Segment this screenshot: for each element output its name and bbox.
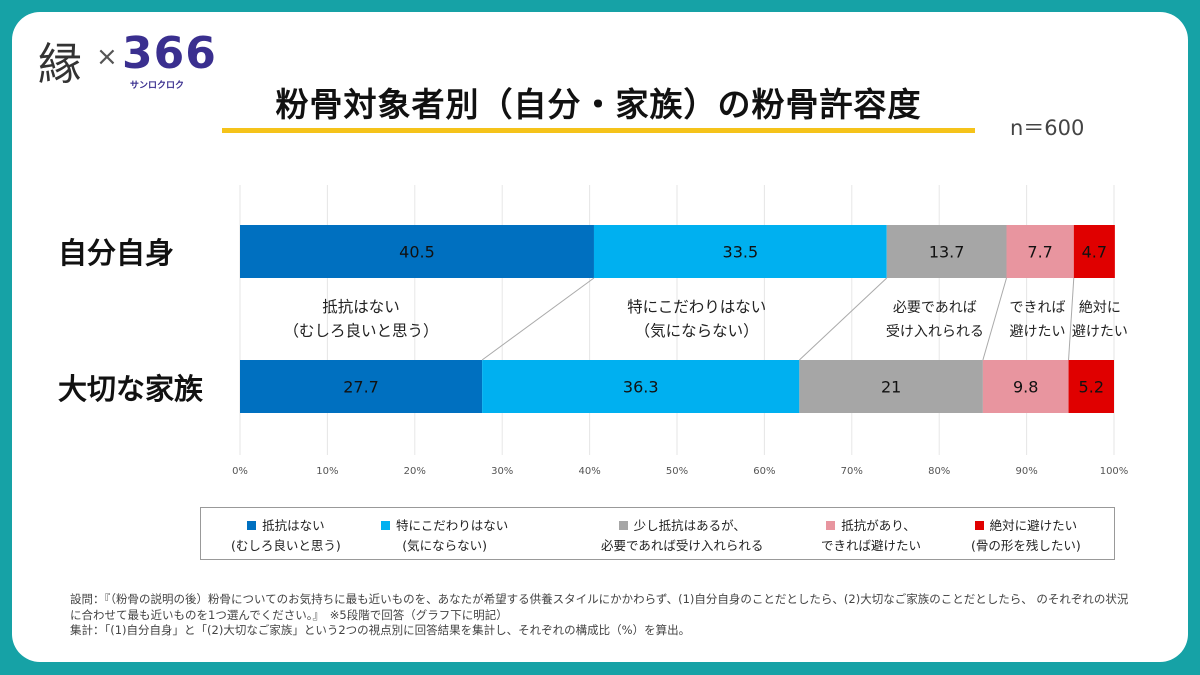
slide-card [12, 12, 1188, 662]
x-tick-label: 80% [928, 466, 950, 477]
bar-segment [240, 225, 594, 278]
legend-label: 絶対に避けたい [971, 516, 1081, 536]
segment-category-label: 受け入れられる [886, 324, 984, 340]
logo: 縁 × 366 サンロクロク [38, 28, 218, 92]
row-label-self: 自分自身 [58, 236, 175, 270]
data-label: 13.7 [929, 243, 965, 262]
bar-segment [1068, 360, 1114, 413]
legend-item: 抵抗はない (むしろ良いと思う) [231, 516, 341, 556]
legend-item: 絶対に避けたい (骨の形を残したい) [971, 516, 1081, 556]
legend-swatch [826, 521, 836, 530]
connector-line [1068, 277, 1075, 361]
logo-kanji: 縁 [38, 39, 82, 90]
bar-segment [1006, 225, 1074, 278]
legend-label: 特にこだわりはない [381, 516, 508, 536]
data-label: 7.7 [1027, 243, 1052, 262]
bar-segment [593, 225, 887, 278]
segment-category-label: （むしろ良いと思う） [284, 322, 439, 340]
legend-sublabel: (骨の形を残したい) [971, 538, 1081, 553]
legend-label: 抵抗があり、 [821, 516, 921, 536]
footnote-line-1: 設問：『（粉骨の説明の後）粉骨についてのお気持ちに最も近いものを、あなたが希望す… [70, 592, 1129, 606]
segment-category-label: 特にこだわりはない [627, 298, 766, 316]
legend-item: 少し抵抗はあるが、必要であれば受け入れられる [601, 516, 763, 556]
segment-category-label: （気にならない） [635, 322, 759, 340]
bar-segment [886, 225, 1007, 278]
segment-category-label: 必要であれば [893, 300, 977, 316]
x-tick-label: 40% [578, 466, 600, 477]
legend-sublabel: できれば避けたい [821, 538, 922, 553]
data-label: 5.2 [1079, 378, 1104, 397]
segment-category-label: 絶対に [1079, 300, 1121, 316]
data-label: 9.8 [1013, 378, 1038, 397]
legend-sublabel: 必要であれば受け入れられる [601, 538, 764, 553]
data-label: 33.5 [723, 243, 759, 262]
title-underline [222, 128, 975, 133]
logo-number: 366 [122, 28, 217, 79]
segment-category-label: 抵抗はない [322, 298, 400, 316]
legend: 抵抗はない (むしろ良いと思う) 特にこだわりはない (気にならない) 少し抵抗はあるが… [200, 507, 1115, 560]
x-tick-label: 10% [316, 466, 338, 477]
x-tick-label: 30% [491, 466, 513, 477]
x-tick-label: 20% [404, 466, 426, 477]
data-label: 36.3 [623, 378, 659, 397]
legend-item: 特にこだわりはない (気にならない) [381, 516, 508, 556]
bar-segment [799, 360, 983, 413]
legend-label: 少し抵抗はあるが、 [601, 516, 763, 536]
bar-segment [1073, 225, 1115, 278]
legend-swatch [618, 521, 628, 530]
x-tick-label: 70% [841, 466, 863, 477]
legend-swatch [247, 521, 257, 530]
connector-line [799, 277, 888, 361]
bar-segment [240, 360, 483, 413]
connector-line [982, 277, 1007, 361]
logo-kana: サンロクロク [130, 81, 185, 91]
legend-sublabel: (むしろ良いと思う) [231, 538, 341, 553]
data-label: 27.7 [343, 378, 379, 397]
legend-sublabel: (気にならない) [402, 538, 488, 553]
connector-line [481, 277, 595, 361]
segment-category-label: できれば [1010, 300, 1066, 316]
legend-swatch [974, 521, 984, 530]
data-label: 21 [881, 378, 901, 397]
x-tick-label: 0% [232, 466, 248, 477]
x-tick-label: 50% [666, 466, 688, 477]
data-label: 40.5 [399, 243, 435, 262]
legend-item: 抵抗があり、できれば避けたい [821, 516, 921, 556]
x-tick-label: 100% [1100, 466, 1129, 477]
logo-times: × [96, 42, 118, 72]
x-tick-label: 60% [753, 466, 775, 477]
chart-title: 粉骨対象者別（自分・家族）の粉骨許容度 [275, 85, 922, 124]
sample-size: n＝600 [1010, 116, 1085, 140]
bar-segment [482, 360, 800, 413]
x-tick-label: 90% [1015, 466, 1037, 477]
legend-swatch [381, 521, 390, 530]
data-label: 4.7 [1082, 243, 1107, 262]
segment-category-label: 避けたい [1010, 324, 1066, 340]
row-label-family: 大切な家族 [58, 372, 204, 406]
segment-category-label: 避けたい [1072, 324, 1128, 340]
footnote: 設問：『（粉骨の説明の後）粉骨についてのお気持ちに最も近いものを、あなたが希望す… [70, 592, 1160, 639]
bar-segment [982, 360, 1069, 413]
footnote-line-2: に合わせて最も近いものを1つ選んでください。』 ※5段階で回答（グラフ下に明記） [70, 607, 508, 622]
legend-label: 抵抗はない [231, 516, 341, 536]
footnote-line-3: 集計：「(1)自分自身」と「(2)大切なご家族」という2つの視点別に回答結果を集… [70, 623, 691, 637]
